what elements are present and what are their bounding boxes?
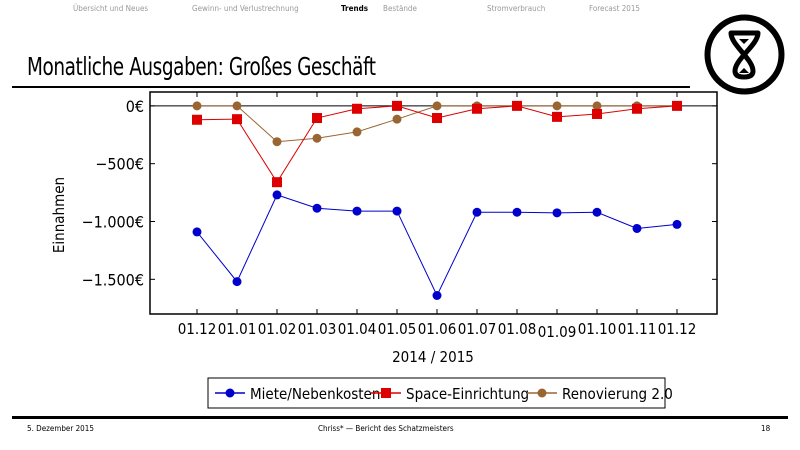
x-axis-label: 2014 / 2015 — [392, 348, 474, 366]
x-tick-label: 01.06 — [418, 320, 457, 338]
nav-item-inventory[interactable]: Bestände — [383, 4, 417, 13]
data-point-miete-nebenkosten — [352, 206, 362, 216]
data-point-renovierung-2-0 — [552, 101, 562, 111]
series-line-renovierung-2-0 — [197, 105, 677, 143]
data-point-space-einrichtung — [512, 100, 522, 111]
section-nav: Übersicht und Neues Gewinn- und Verlustr… — [0, 4, 700, 18]
plot-frame — [149, 91, 718, 315]
data-point-renovierung-2-0 — [392, 114, 402, 124]
nav-item-trends[interactable]: Trends — [341, 4, 369, 13]
x-tick-label: 01.11 — [618, 320, 657, 338]
nav-item-overview[interactable]: Übersicht und Neues — [73, 4, 149, 13]
nav-item-profit-loss[interactable]: Gewinn- und Verlustrechnung — [192, 4, 299, 13]
y-tick-label: −500€ — [95, 155, 144, 174]
data-point-space-einrichtung — [352, 103, 362, 114]
data-point-miete-nebenkosten — [672, 219, 682, 229]
data-point-renovierung-2-0 — [192, 101, 202, 111]
data-point-space-einrichtung — [232, 114, 242, 125]
data-point-space-einrichtung — [192, 114, 202, 125]
data-point-space-einrichtung — [312, 113, 322, 124]
x-tick-label: 01.12 — [658, 320, 697, 338]
data-point-miete-nebenkosten — [552, 208, 562, 218]
data-point-miete-nebenkosten — [192, 227, 202, 237]
nav-item-power[interactable]: Stromverbrauch — [487, 4, 546, 13]
x-tick-label: 01.01 — [218, 320, 257, 338]
hourglass-logo-icon — [704, 14, 785, 95]
data-point-miete-nebenkosten — [272, 190, 282, 200]
footer-divider — [12, 416, 788, 419]
data-point-miete-nebenkosten — [632, 223, 642, 233]
data-point-space-einrichtung — [432, 113, 442, 124]
x-tick-label: 01.12 — [178, 320, 217, 338]
data-point-miete-nebenkosten — [592, 207, 602, 217]
y-tick-label: −1.000€ — [82, 213, 144, 232]
data-point-space-einrichtung — [592, 108, 602, 119]
data-point-space-einrichtung — [272, 177, 282, 188]
x-tick-label: 01.08 — [498, 320, 537, 338]
data-point-miete-nebenkosten — [392, 206, 402, 216]
data-point-space-einrichtung — [552, 111, 562, 122]
x-tick-label: 01.04 — [338, 320, 377, 338]
legend-box — [207, 377, 666, 409]
data-point-renovierung-2-0 — [232, 101, 242, 111]
x-tick-label: 01.05 — [378, 320, 417, 338]
footer-title: Chriss* — Bericht des Schatzmeisters — [318, 424, 454, 433]
nav-item-forecast[interactable]: Forecast 2015 — [589, 4, 641, 13]
data-point-space-einrichtung — [392, 100, 402, 111]
legend-label-space-einrichtung: Space-Einrichtung — [406, 385, 529, 403]
x-tick-label: 01.09 — [538, 323, 577, 341]
data-point-miete-nebenkosten — [512, 207, 522, 217]
slide-title: Monatliche Ausgaben: Großes Geschäft — [27, 52, 376, 81]
data-point-renovierung-2-0 — [592, 101, 602, 111]
legend-marker-miete-nebenkosten — [225, 388, 235, 398]
legend-marker-renovierung-2-0 — [537, 388, 547, 398]
x-tick-label: 01.10 — [578, 320, 617, 338]
data-point-miete-nebenkosten — [312, 203, 322, 213]
legend-label-renovierung-2-0: Renovierung 2.0 — [562, 385, 673, 403]
y-tick-label: 0€ — [126, 97, 144, 116]
data-point-space-einrichtung — [672, 100, 682, 111]
page-number: 18 — [761, 424, 771, 433]
title-divider — [12, 86, 690, 88]
data-point-space-einrichtung — [472, 103, 482, 114]
x-tick-label: 01.02 — [258, 320, 297, 338]
y-tick-label: −1.500€ — [82, 270, 144, 289]
x-tick-label: 01.07 — [458, 320, 497, 338]
legend-marker-space-einrichtung — [381, 388, 391, 398]
data-point-miete-nebenkosten — [432, 291, 442, 300]
data-point-renovierung-2-0 — [272, 137, 282, 147]
x-tick-label: 01.03 — [298, 320, 337, 338]
footer-date: 5. Dezember 2015 — [27, 424, 94, 433]
data-point-space-einrichtung — [632, 103, 642, 114]
data-point-miete-nebenkosten — [472, 207, 482, 217]
legend-label-miete-nebenkosten: Miete/Nebenkosten — [250, 385, 380, 403]
data-point-miete-nebenkosten — [232, 277, 242, 287]
y-axis-label: Einnahmen — [50, 177, 68, 253]
data-point-renovierung-2-0 — [352, 127, 362, 137]
data-point-renovierung-2-0 — [432, 101, 442, 111]
data-point-renovierung-2-0 — [312, 133, 322, 143]
series-line-miete-nebenkosten — [196, 194, 678, 297]
